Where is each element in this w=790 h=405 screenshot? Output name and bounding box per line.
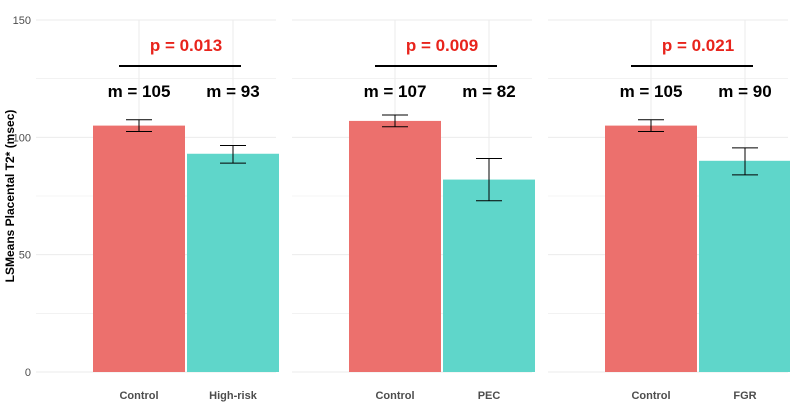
y-tick-label: 50 [19,250,31,262]
x-tick-label: FGR [733,390,756,402]
y-tick-label: 150 [13,15,31,27]
y-axis-label: LSMeans Placental T2* (msec) [3,110,17,283]
y-tick-label: 100 [13,132,31,144]
bar-pec [443,179,535,372]
bar-control [93,125,185,372]
x-tick-label: High-risk [209,390,258,402]
p-value-label: p = 0.009 [406,36,478,55]
p-value-label: p = 0.021 [662,36,734,55]
mean-label: m = 105 [620,82,683,101]
mean-label: m = 82 [462,82,515,101]
mean-label: m = 107 [364,82,427,101]
bar-control [349,120,441,372]
mean-label: m = 93 [206,82,259,101]
x-tick-label: Control [375,390,414,402]
bar-high-risk [187,153,279,372]
bar-control [605,125,697,372]
bar-fgr [699,160,790,372]
p-value-label: p = 0.013 [150,36,222,55]
y-tick-label: 0 [25,367,31,379]
x-tick-label: Control [631,390,670,402]
mean-label: m = 105 [108,82,171,101]
mean-label: m = 90 [718,82,771,101]
x-tick-label: Control [119,390,158,402]
x-tick-label: PEC [478,390,501,402]
